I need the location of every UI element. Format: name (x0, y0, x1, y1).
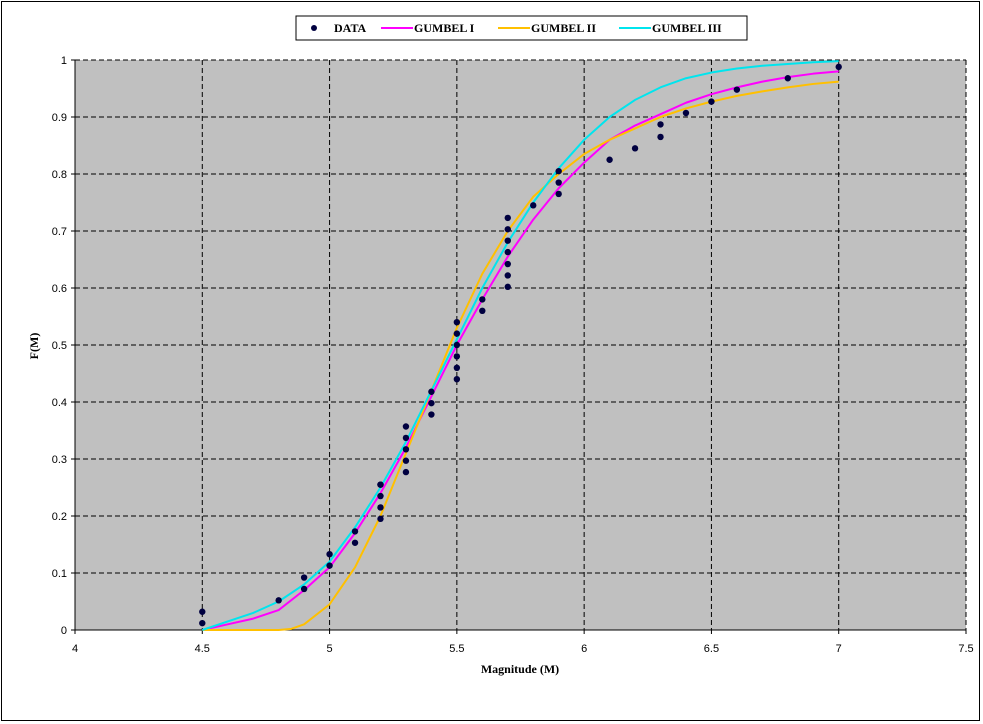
data-point (504, 283, 511, 291)
data-point (453, 341, 461, 349)
data-point (479, 296, 486, 303)
y-tick-label: 0.3 (52, 454, 67, 466)
legend-label-gumbel2: GUMBEL II (531, 21, 596, 35)
data-point (479, 307, 486, 314)
data-point (631, 145, 639, 152)
x-tick-label: 7 (836, 643, 842, 655)
y-tick-label: 0.6 (52, 283, 67, 295)
data-point (835, 63, 842, 71)
data-point (504, 260, 511, 268)
data-point (708, 98, 715, 105)
legend-label-data: DATA (334, 21, 367, 35)
data-point (199, 619, 206, 627)
y-axis-title: F(M) (27, 333, 41, 360)
data-point (453, 364, 461, 371)
data-point (504, 272, 511, 279)
data-point (606, 156, 613, 163)
data-point (504, 237, 511, 244)
legend-label-gumbel1: GUMBEL I (414, 21, 475, 35)
y-tick-label: 0.1 (52, 568, 67, 580)
data-point (377, 481, 384, 488)
data-point (428, 399, 435, 407)
plot-background (75, 60, 966, 630)
gumbel-i-line (202, 70, 839, 631)
data-point (504, 248, 511, 256)
data-point (351, 539, 359, 546)
y-tick-label: 0.7 (52, 226, 67, 238)
x-tick-label: 5.5 (449, 643, 464, 655)
data-point (504, 214, 511, 222)
data-point (682, 109, 690, 117)
data-point (555, 190, 562, 198)
data-point (300, 574, 308, 581)
y-tick-label: 0.5 (52, 340, 67, 352)
y-tick-label: 1 (61, 55, 67, 67)
data-point (351, 528, 359, 535)
data-point (377, 492, 384, 500)
data-point (199, 608, 206, 615)
data-point (402, 446, 410, 453)
legend-marker-data (311, 25, 317, 31)
data-point (657, 121, 664, 128)
data-point (428, 388, 435, 395)
legend: DATA GUMBEL I GUMBEL II GUMBEL III (295, 15, 748, 41)
legend-label-gumbel3: GUMBEL III (652, 21, 722, 35)
data-point (453, 330, 461, 337)
data-point (326, 562, 333, 569)
x-tick-label: 4 (72, 643, 78, 655)
data-point (300, 585, 308, 593)
x-tick-label: 4.5 (195, 643, 210, 655)
data-point (504, 226, 511, 233)
data-point (453, 319, 461, 326)
plot-area: 4 4.5 5 5.5 6 6.5 7 7.5 0 0.1 0.2 0.3 0.4 0.5 0.6 0.7 0.… (52, 55, 974, 655)
data-point (453, 376, 461, 383)
data-point (402, 457, 410, 464)
data-point (402, 423, 410, 430)
y-tick-label: 0.9 (52, 112, 67, 124)
data-point (377, 504, 384, 511)
data-point (326, 550, 333, 558)
x-axis-title: Magnitude (M) (481, 662, 559, 676)
data-point (784, 75, 791, 82)
data-point (555, 179, 562, 186)
data-point (657, 133, 664, 141)
x-tick-label: 7.5 (958, 643, 973, 655)
data-point (402, 434, 410, 442)
data-point (453, 353, 461, 360)
x-tick-label: 6.5 (704, 643, 719, 655)
data-point (377, 515, 384, 523)
y-tick-label: 0.8 (52, 169, 67, 181)
data-point (402, 468, 410, 476)
gumbel-iii-line (201, 60, 839, 631)
data-point (428, 411, 435, 418)
data-point (275, 597, 282, 604)
x-tick-label: 6 (581, 643, 587, 655)
y-tick-label: 0.2 (52, 511, 67, 523)
y-tick-label: 0 (61, 625, 67, 637)
data-point (733, 86, 741, 93)
data-point (530, 202, 537, 209)
x-tick-label: 5 (327, 643, 333, 655)
y-tick-label: 0.4 (52, 397, 67, 409)
data-point (555, 167, 562, 175)
